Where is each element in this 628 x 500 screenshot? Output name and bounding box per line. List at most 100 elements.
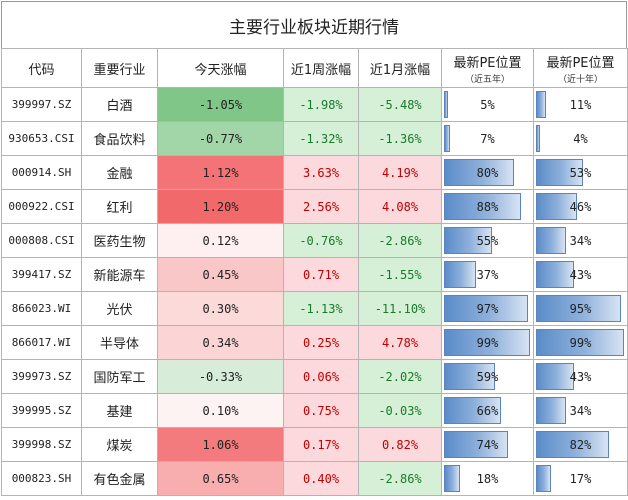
cell-code: 000922.CSI <box>1 189 82 224</box>
header-week: 近1周涨幅 <box>283 48 359 88</box>
cell-today-change: 0.10% <box>157 393 284 428</box>
pe5-bar-fill <box>444 295 529 322</box>
pe5-bar-fill <box>444 125 451 152</box>
cell-week-change: -1.98% <box>283 87 359 122</box>
table-row: 930653.CSI 食品饮料 -0.77% -1.32% -1.36% 7% 4% <box>1 121 628 156</box>
cell-industry: 基建 <box>81 393 158 428</box>
cell-week-change: 0.40% <box>283 461 359 496</box>
cell-pe10-position: 82% <box>533 427 628 462</box>
cell-today-change: 0.65% <box>157 461 284 496</box>
cell-pe5-position: 74% <box>441 427 534 462</box>
cell-code: 000823.SH <box>1 461 82 496</box>
cell-pe5-position: 66% <box>441 393 534 428</box>
cell-industry: 半导体 <box>81 325 158 360</box>
pe10-bar-fill <box>536 363 575 390</box>
table-row: 000808.CSI 医药生物 0.12% -0.76% -2.86% 55% 34% <box>1 223 628 258</box>
pe10-bar-fill <box>536 329 625 356</box>
cell-pe10-position: 43% <box>533 257 628 292</box>
cell-pe10-position: 99% <box>533 325 628 360</box>
pe5-value: 18% <box>476 472 499 486</box>
cell-industry: 食品饮料 <box>81 121 158 156</box>
cell-industry: 白酒 <box>81 87 158 122</box>
pe10-bar-fill <box>536 193 577 220</box>
cell-month-change: -2.86% <box>358 461 442 496</box>
table-row: 866023.WI 光伏 0.30% -1.13% -11.10% 97% 95% <box>1 291 628 326</box>
cell-pe10-position: 95% <box>533 291 628 326</box>
cell-pe10-position: 4% <box>533 121 628 156</box>
pe10-value: 17% <box>569 472 592 486</box>
cell-month-change: -2.02% <box>358 359 442 394</box>
cell-month-change: 4.19% <box>358 155 442 190</box>
pe5-value: 97% <box>476 302 499 316</box>
header-month: 近1月涨幅 <box>358 48 442 88</box>
cell-month-change: -0.03% <box>358 393 442 428</box>
cell-industry: 光伏 <box>81 291 158 326</box>
cell-pe5-position: 37% <box>441 257 534 292</box>
pe5-value: 7% <box>480 132 495 146</box>
cell-week-change: 0.25% <box>283 325 359 360</box>
table-row: 399973.SZ 国防军工 -0.33% 0.06% -2.02% 59% 43% <box>1 359 628 394</box>
table-row: 399998.SZ 煤炭 1.06% 0.17% 0.82% 74% 82% <box>1 427 628 462</box>
pe10-value: 34% <box>569 234 592 248</box>
sector-table: 代码 重要行业 今天涨幅 近1周涨幅 近1月涨幅 最新PE位置 （近五年） 最新… <box>1 48 628 496</box>
pe5-value: 99% <box>476 336 499 350</box>
cell-week-change: 0.75% <box>283 393 359 428</box>
cell-week-change: 0.71% <box>283 257 359 292</box>
cell-month-change: -1.55% <box>358 257 442 292</box>
cell-code: 866023.WI <box>1 291 82 326</box>
cell-pe5-position: 99% <box>441 325 534 360</box>
cell-code: 866017.WI <box>1 325 82 360</box>
cell-pe10-position: 46% <box>533 189 628 224</box>
pe10-value: 4% <box>573 132 588 146</box>
cell-industry: 新能源车 <box>81 257 158 292</box>
cell-week-change: 2.56% <box>283 189 359 224</box>
cell-code: 000914.SH <box>1 155 82 190</box>
cell-today-change: 1.12% <box>157 155 284 190</box>
cell-pe10-position: 43% <box>533 359 628 394</box>
cell-industry: 煤炭 <box>81 427 158 462</box>
cell-code: 399997.SZ <box>1 87 82 122</box>
cell-pe10-position: 17% <box>533 461 628 496</box>
pe10-value: 53% <box>569 166 592 180</box>
cell-month-change: -1.36% <box>358 121 442 156</box>
cell-month-change: -5.48% <box>358 87 442 122</box>
cell-pe5-position: 55% <box>441 223 534 258</box>
pe10-value: 43% <box>569 370 592 384</box>
pe5-bar-fill <box>444 363 496 390</box>
pe5-value: 74% <box>476 438 499 452</box>
header-today: 今天涨幅 <box>157 48 284 88</box>
header-pe10-sub: （近十年） <box>557 74 603 85</box>
cell-pe5-position: 97% <box>441 291 534 326</box>
cell-month-change: 4.08% <box>358 189 442 224</box>
cell-month-change: 0.82% <box>358 427 442 462</box>
cell-pe5-position: 88% <box>441 189 534 224</box>
cell-today-change: 1.20% <box>157 189 284 224</box>
cell-pe10-position: 53% <box>533 155 628 190</box>
header-pe5-sub: （近五年） <box>464 74 510 85</box>
header-pe5-label: 最新PE位置 <box>453 55 522 71</box>
table-row: 399417.SZ 新能源车 0.45% 0.71% -1.55% 37% 43% <box>1 257 628 292</box>
cell-week-change: 0.06% <box>283 359 359 394</box>
header-row: 代码 重要行业 今天涨幅 近1周涨幅 近1月涨幅 最新PE位置 （近五年） 最新… <box>1 48 628 88</box>
pe5-bar-fill <box>444 261 477 288</box>
pe5-value: 55% <box>476 234 499 248</box>
cell-pe5-position: 7% <box>441 121 534 156</box>
pe10-bar-fill <box>536 261 575 288</box>
pe10-bar-fill <box>536 227 567 254</box>
header-industry: 重要行业 <box>81 48 158 88</box>
header-pe10-label: 最新PE位置 <box>546 55 615 71</box>
pe10-bar-fill <box>536 125 540 152</box>
pe5-bar-fill <box>444 465 460 492</box>
cell-today-change: -1.05% <box>157 87 284 122</box>
pe5-value: 5% <box>480 98 495 112</box>
cell-industry: 红利 <box>81 189 158 224</box>
pe5-bar-fill <box>444 329 531 356</box>
pe10-value: 99% <box>569 336 592 350</box>
table-row: 000914.SH 金融 1.12% 3.63% 4.19% 80% 53% <box>1 155 628 190</box>
cell-code: 399995.SZ <box>1 393 82 428</box>
table-row: 399997.SZ 白酒 -1.05% -1.98% -5.48% 5% 11% <box>1 87 628 122</box>
cell-today-change: 0.45% <box>157 257 284 292</box>
cell-today-change: -0.77% <box>157 121 284 156</box>
cell-today-change: 1.06% <box>157 427 284 462</box>
